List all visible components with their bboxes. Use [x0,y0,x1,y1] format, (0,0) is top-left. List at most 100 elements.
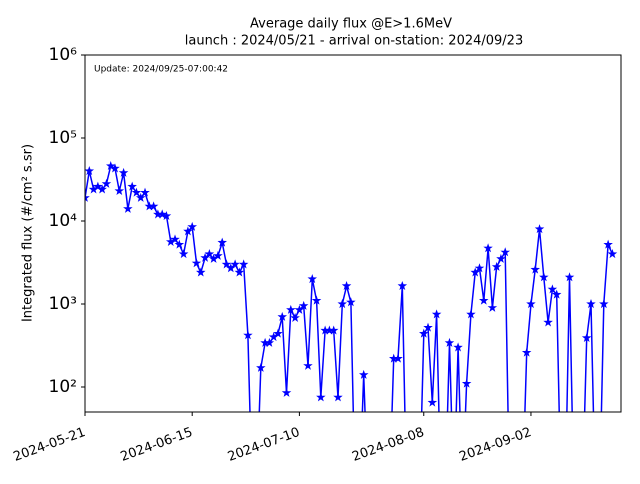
data-point [136,192,146,202]
data-point [191,258,202,268]
data-point [599,299,609,309]
data-point [423,322,433,332]
data-point [307,274,317,284]
data-point [243,330,253,340]
data-point [551,289,562,299]
data-point [586,299,596,309]
data-point [487,302,498,312]
data-point [157,209,167,219]
data-point [217,237,227,247]
y-tick-label: 10² [49,377,77,397]
data-point [110,163,120,173]
data-point [333,392,343,402]
data-point [273,328,283,338]
data-point [359,369,369,379]
data-point [260,337,270,347]
data-point [290,312,300,322]
data-point [93,181,103,191]
data-point [204,249,215,259]
data-point [294,304,305,314]
data-point [286,304,296,314]
data-point [444,337,455,347]
data-point [581,333,592,342]
data-point [183,226,193,236]
data-point [526,299,536,309]
data-point [453,342,463,352]
data-point [226,263,236,273]
data-point [178,249,189,259]
data-point [123,203,133,213]
data-point [298,300,309,310]
data-point [431,309,442,319]
data-point [539,272,549,282]
data-point [389,353,399,363]
data-point [607,249,618,259]
data-point [543,317,553,327]
data-point [470,267,480,277]
data-point [603,239,613,249]
data-point [166,236,176,246]
data-point [196,267,206,277]
data-point [530,264,540,274]
data-point [281,387,292,397]
data-point [170,234,180,244]
data-point [346,297,356,307]
data-point [114,186,125,195]
data-point [118,167,129,177]
data-point [174,239,185,249]
data-point [256,362,266,372]
data-point [264,337,275,347]
data-point [106,161,116,170]
data-point [320,325,330,335]
data-point [337,299,347,309]
data-point [496,253,506,263]
data-point [230,259,240,269]
data-point [393,353,403,363]
data-point [187,221,197,231]
data-point [85,192,90,202]
data-point [200,252,210,262]
data-point [208,253,219,263]
data-point [131,187,142,197]
data-point [148,201,159,211]
data-point [474,263,485,273]
y-tick-label: 10³ [49,294,77,314]
data-point [153,209,163,219]
data-point [140,187,150,197]
data-point [303,360,313,370]
data-point [221,259,232,269]
data-point [127,181,137,191]
data-point [328,325,339,335]
data-point [534,224,545,234]
data-point [397,281,408,290]
data-point [268,332,279,342]
data-point [461,378,472,388]
y-axis-label: Integrated flux (#/cm² s.sr) [21,144,36,322]
data-point [88,184,99,194]
y-tick-label: 10⁴ [49,211,78,231]
data-point [491,261,502,271]
data-point [419,328,429,338]
data-point [341,281,352,290]
data-point [466,309,476,319]
y-tick-label: 10⁶ [49,45,78,65]
data-point [144,201,155,211]
data-point [213,250,223,260]
data-point [479,295,489,305]
plot-area [85,161,618,412]
data-point [521,347,532,357]
chart-subtitle: launch : 2024/05/21 - arrival on-station… [185,34,523,49]
axes-frame [84,54,622,413]
data-point [547,284,558,294]
data-point [500,247,510,257]
data-point [85,166,94,176]
data-point [483,243,493,253]
annotation: Update: 2024/09/25-07:00:42 [94,65,228,75]
y-tick-label: 10⁵ [49,128,77,148]
data-point [238,259,249,269]
data-point [427,397,438,407]
data-point [277,311,287,321]
data-point [161,211,172,220]
